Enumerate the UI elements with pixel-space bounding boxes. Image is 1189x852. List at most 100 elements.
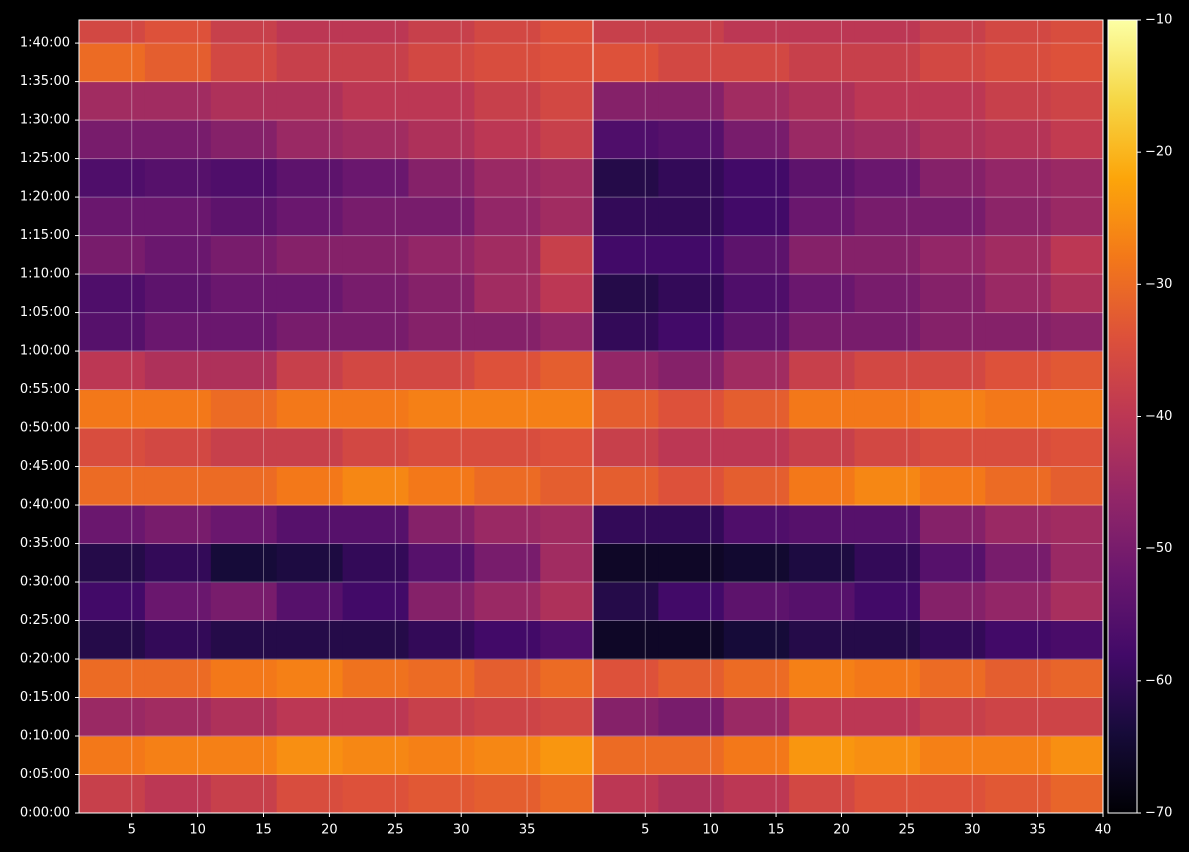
colorbar-tick-label: −40 <box>1145 409 1172 424</box>
heatmap-cell <box>985 312 1052 352</box>
y-tick-label: 1:35:00 <box>20 74 70 89</box>
heatmap-cell <box>919 389 986 429</box>
heatmap-cell <box>210 659 278 699</box>
heatmap-cell <box>919 428 986 468</box>
heatmap-cell <box>474 428 541 468</box>
heatmap-cell <box>79 620 146 660</box>
heatmap-cell <box>474 620 541 660</box>
y-tick-label: 0:55:00 <box>20 382 70 397</box>
x-tick-label: 10 <box>702 823 719 838</box>
heatmap-cell <box>985 697 1052 737</box>
heatmap-cell <box>789 312 856 352</box>
y-tick-label: 0:45:00 <box>20 459 70 474</box>
heatmap-cell <box>723 582 790 622</box>
heatmap-cell <box>79 389 146 429</box>
heatmap-cell <box>658 543 725 583</box>
heatmap-cell <box>854 312 921 352</box>
heatmap-cell <box>79 158 146 198</box>
heatmap-cell <box>854 466 921 506</box>
heatmap-cell <box>919 774 986 813</box>
heatmap-cell <box>276 736 344 776</box>
heatmap-cell <box>1050 120 1103 160</box>
heatmap-cell <box>789 351 856 391</box>
heatmap-cell <box>658 158 725 198</box>
heatmap-cell <box>79 697 146 737</box>
heatmap-cell <box>658 659 725 699</box>
heatmap-cell <box>593 389 659 429</box>
heatmap-cell <box>658 120 725 160</box>
heatmap-cell <box>593 235 659 275</box>
heatmap-cell <box>985 81 1052 121</box>
heatmap-cell <box>658 466 725 506</box>
heatmap-cell <box>342 351 409 391</box>
heatmap-cell <box>723 197 790 237</box>
heatmap-cell <box>540 428 593 468</box>
heatmap-cell <box>144 158 212 198</box>
y-tick-label: 0:25:00 <box>20 613 70 628</box>
heatmap-cell <box>79 466 146 506</box>
heatmap-cell <box>474 312 541 352</box>
heatmap-cell <box>593 736 659 776</box>
heatmap-cell <box>985 197 1052 237</box>
heatmap-cell <box>210 158 278 198</box>
heatmap-cell <box>723 466 790 506</box>
heatmap-cell <box>342 81 409 121</box>
x-tick-label: 30 <box>964 823 981 838</box>
heatmap-cell <box>1050 81 1103 121</box>
x-tick-label: 30 <box>453 823 470 838</box>
heatmap-cell <box>79 582 146 622</box>
y-tick-label: 0:05:00 <box>20 767 70 782</box>
heatmap-cell <box>919 505 986 545</box>
heatmap-cell <box>276 428 344 468</box>
heatmap-cell <box>474 274 541 314</box>
heatmap-cell <box>276 620 344 660</box>
heatmap-cell <box>276 158 344 198</box>
heatmap-cell <box>985 43 1052 83</box>
heatmap-cell <box>408 120 475 160</box>
heatmap-cell <box>342 659 409 699</box>
heatmap-cell <box>210 312 278 352</box>
x-tick-label: 5 <box>128 823 136 838</box>
heatmap-cell <box>593 428 659 468</box>
heatmap-cell <box>210 697 278 737</box>
heatmap-cell <box>723 620 790 660</box>
heatmap-cell <box>854 620 921 660</box>
x-tick-label: 25 <box>387 823 404 838</box>
heatmap-cell <box>658 197 725 237</box>
heatmap-cell <box>210 389 278 429</box>
heatmap-cell <box>593 659 659 699</box>
heatmap-cell <box>854 81 921 121</box>
heatmap-cell <box>540 20 593 44</box>
heatmap-cell <box>276 697 344 737</box>
x-tick-label: 20 <box>833 823 850 838</box>
heatmap-cell <box>276 659 344 699</box>
heatmap-cell <box>1050 697 1103 737</box>
heatmap-cell <box>474 505 541 545</box>
heatmap-cell <box>342 197 409 237</box>
x-tick-label: 15 <box>255 823 272 838</box>
heatmap-cell <box>540 659 593 699</box>
heatmap-cell <box>985 428 1052 468</box>
heatmap-cell <box>593 20 659 44</box>
heatmap-cell <box>276 274 344 314</box>
heatmap-cell <box>144 389 212 429</box>
heatmap-cell <box>854 351 921 391</box>
heatmap-cell <box>408 466 475 506</box>
heatmap-cell <box>789 389 856 429</box>
y-tick-label: 0:20:00 <box>20 652 70 667</box>
heatmap-cell <box>723 543 790 583</box>
heatmap-cell <box>1050 351 1103 391</box>
heatmap-cell <box>723 312 790 352</box>
heatmap-cell <box>1050 43 1103 83</box>
heatmap-cell <box>276 43 344 83</box>
heatmap-cell <box>789 582 856 622</box>
heatmap-cell <box>919 197 986 237</box>
heatmap-cell <box>342 697 409 737</box>
heatmap-cell <box>658 620 725 660</box>
heatmap-cell <box>919 158 986 198</box>
heatmap-cell <box>210 428 278 468</box>
heatmap-cell <box>210 120 278 160</box>
heatmap-cell <box>408 697 475 737</box>
heatmap-cell <box>1050 505 1103 545</box>
heatmap-cell <box>1050 428 1103 468</box>
